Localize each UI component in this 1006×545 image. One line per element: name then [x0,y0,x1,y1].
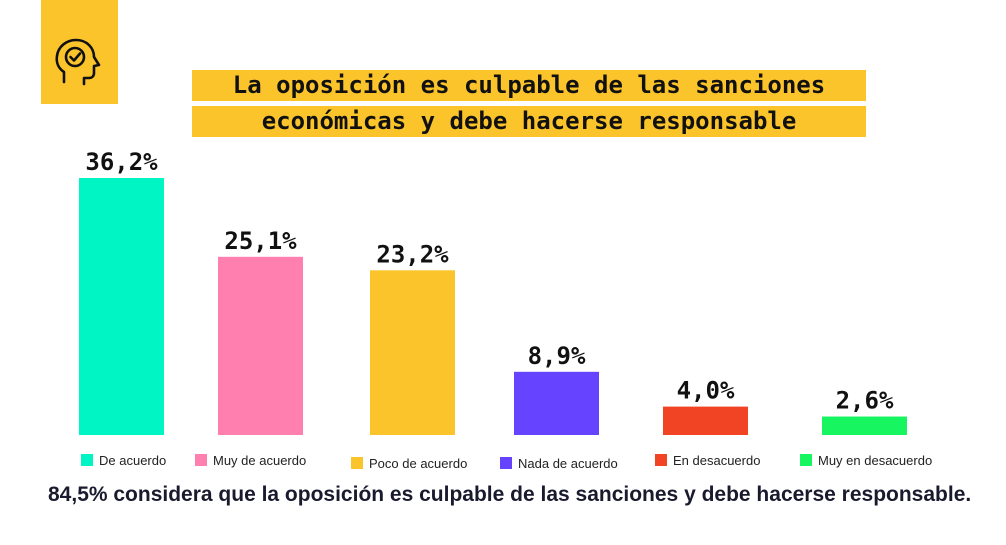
legend-label: De acuerdo [99,452,167,468]
legend-label: En desacuerdo [673,452,761,468]
bar-5 [663,406,748,435]
bar-3 [370,270,455,435]
bar-value-label-5: 4,0% [677,377,735,405]
legend-swatch [351,457,363,469]
legend-label: Nada de acuerdo [518,455,618,471]
legend-label: Muy de acuerdo [213,452,307,468]
legend-item-3: Poco de acuerdo [351,455,467,471]
bar-2 [218,256,303,435]
bar-value-label-6: 2,6% [836,387,894,415]
legend-swatch [655,454,667,466]
legend-item-4: Nada de acuerdo [500,455,618,471]
bar-chart: 36,2% 25,1% 23,2% 8,9% 4,0% 2,6% [79,148,907,435]
bar-4 [514,371,599,435]
legend-item-5: En desacuerdo [655,452,760,468]
bar-1 [79,178,164,435]
legend-item-2: Muy de acuerdo [195,452,306,468]
bar-value-label-3: 23,2% [376,240,449,268]
legend-label: Muy en desacuerdo [818,452,933,468]
summary-text: 84,5% considera que la oposición es culp… [48,483,972,506]
bar-value-label-1: 36,2% [85,148,158,176]
chart-title-line-1: La oposición es culpable de las sancione… [192,70,866,101]
legend-item-1: De acuerdo [81,452,166,468]
legend-swatch [81,454,93,466]
legend-item-6: Muy en desacuerdo [800,452,932,468]
logo-box [41,0,118,104]
legend-label: Poco de acuerdo [369,455,468,471]
legend-swatch [800,454,812,466]
legend-swatch [500,457,512,469]
chart-title-line-2: económicas y debe hacerse responsable [192,106,866,137]
head-with-check-icon [55,38,101,86]
bar-6 [822,416,907,435]
legend-swatch [195,454,207,466]
bar-value-label-2: 25,1% [224,227,297,255]
bar-value-label-4: 8,9% [528,342,586,370]
